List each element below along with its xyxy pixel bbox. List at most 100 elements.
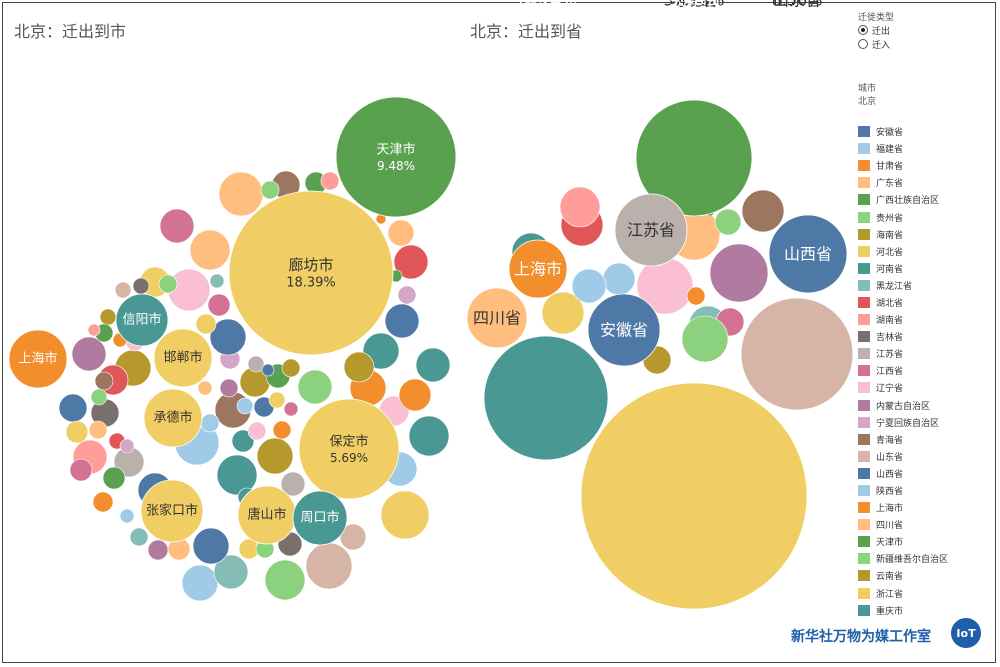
bubble[interactable] (415, 347, 451, 383)
bubble[interactable] (397, 285, 417, 305)
bubble[interactable] (261, 363, 275, 377)
city-filter-value[interactable]: 北京 (858, 97, 877, 107)
bubble-city[interactable] (153, 328, 213, 388)
bubble-city[interactable] (8, 329, 68, 389)
bubble[interactable] (236, 397, 254, 415)
legend-item[interactable]: 甘肃省 (858, 157, 996, 174)
legend-item[interactable]: 青海省 (858, 431, 996, 448)
radio-option-in[interactable]: 迁入 (858, 37, 996, 51)
bubble-province[interactable] (635, 99, 753, 217)
legend-item[interactable]: 山西省 (858, 465, 996, 482)
bubble[interactable] (387, 219, 415, 247)
bubble[interactable] (114, 281, 132, 299)
bubble[interactable] (305, 542, 353, 590)
bubble[interactable] (541, 291, 585, 335)
bubble[interactable] (268, 391, 286, 409)
bubble[interactable] (99, 308, 117, 326)
bubble[interactable] (602, 262, 636, 296)
bubble[interactable] (398, 378, 432, 412)
bubble[interactable] (195, 313, 217, 335)
bubble-province[interactable] (740, 297, 854, 411)
bubble[interactable] (209, 273, 225, 289)
bubble[interactable] (247, 421, 267, 441)
bubble-city[interactable] (298, 398, 400, 500)
legend-item[interactable]: 广西壮族自治区 (858, 191, 996, 208)
bubble[interactable] (58, 393, 88, 423)
bubble[interactable] (87, 323, 101, 337)
legend-item[interactable]: 福建省 (858, 140, 996, 157)
bubble[interactable] (65, 420, 89, 444)
bubble[interactable] (192, 527, 230, 565)
legend-item[interactable]: 江苏省 (858, 345, 996, 362)
bubble-province[interactable] (614, 193, 688, 267)
bubble[interactable] (256, 437, 294, 475)
bubble-province[interactable] (580, 382, 808, 610)
legend-item[interactable]: 安徽省 (858, 123, 996, 140)
legend-item[interactable]: 浙江省 (858, 585, 996, 602)
legend-item[interactable]: 宁夏回族自治区 (858, 414, 996, 431)
bubble-city[interactable] (143, 388, 203, 448)
bubble[interactable] (218, 171, 264, 217)
bubble[interactable] (197, 380, 213, 396)
bubble[interactable] (272, 420, 292, 440)
bubble[interactable] (102, 466, 126, 490)
bubble[interactable] (408, 415, 450, 457)
bubble[interactable] (158, 274, 178, 294)
radio-selected-icon[interactable] (858, 25, 868, 35)
bubble[interactable] (741, 189, 785, 233)
legend-item[interactable]: 四川省 (858, 516, 996, 533)
bubble[interactable] (159, 208, 195, 244)
bubble[interactable] (384, 303, 420, 339)
bubble-province[interactable] (508, 239, 568, 299)
bubble[interactable] (339, 523, 367, 551)
legend-item[interactable]: 重庆市 (858, 602, 996, 619)
legend-item[interactable]: 海南省 (858, 226, 996, 243)
legend-item[interactable]: 上海市 (858, 499, 996, 516)
legend-item[interactable]: 河南省 (858, 260, 996, 277)
bubble[interactable] (281, 358, 301, 378)
legend-item[interactable]: 广东省 (858, 174, 996, 191)
bubble[interactable] (119, 508, 135, 524)
legend-item[interactable]: 贵州省 (858, 208, 996, 225)
bubble[interactable] (207, 293, 231, 317)
bubble-province[interactable] (466, 287, 528, 349)
bubble[interactable] (260, 180, 280, 200)
bubble[interactable] (393, 244, 429, 280)
bubble[interactable] (132, 277, 150, 295)
legend-item[interactable]: 辽宁省 (858, 379, 996, 396)
bubble[interactable] (247, 355, 265, 373)
bubble[interactable] (209, 318, 247, 356)
bubble[interactable] (219, 378, 239, 398)
bubble[interactable] (297, 369, 333, 405)
bubble[interactable] (714, 208, 742, 236)
legend-item[interactable]: 河北省 (858, 243, 996, 260)
bubble[interactable] (92, 491, 114, 513)
radio-unselected-icon[interactable] (858, 39, 868, 49)
bubble-province[interactable] (483, 335, 609, 461)
bubble[interactable] (264, 559, 306, 601)
bubble[interactable] (88, 420, 108, 440)
bubble-city[interactable] (292, 490, 348, 546)
bubble[interactable] (709, 243, 769, 303)
bubble[interactable] (280, 471, 306, 497)
legend-item[interactable]: 湖北省 (858, 294, 996, 311)
bubble-province[interactable] (768, 214, 848, 294)
bubble[interactable] (231, 429, 255, 453)
bubble[interactable] (189, 229, 231, 271)
legend-item[interactable]: 湖南省 (858, 311, 996, 328)
legend-item[interactable]: 山东省 (858, 448, 996, 465)
bubble[interactable] (119, 438, 135, 454)
bubble[interactable] (213, 554, 249, 590)
bubble[interactable] (181, 564, 219, 602)
legend-item[interactable]: 内蒙古自治区 (858, 397, 996, 414)
bubble[interactable] (320, 171, 340, 191)
legend-item[interactable]: 天津市 (858, 533, 996, 550)
bubble-city[interactable] (140, 479, 204, 543)
legend-item[interactable]: 陕西省 (858, 482, 996, 499)
bubble[interactable] (571, 268, 607, 304)
bubble[interactable] (147, 539, 169, 561)
legend-item[interactable]: 黑龙江省 (858, 277, 996, 294)
legend-item[interactable]: 云南省 (858, 567, 996, 584)
bubble-city[interactable] (228, 190, 394, 356)
bubble[interactable] (283, 401, 299, 417)
